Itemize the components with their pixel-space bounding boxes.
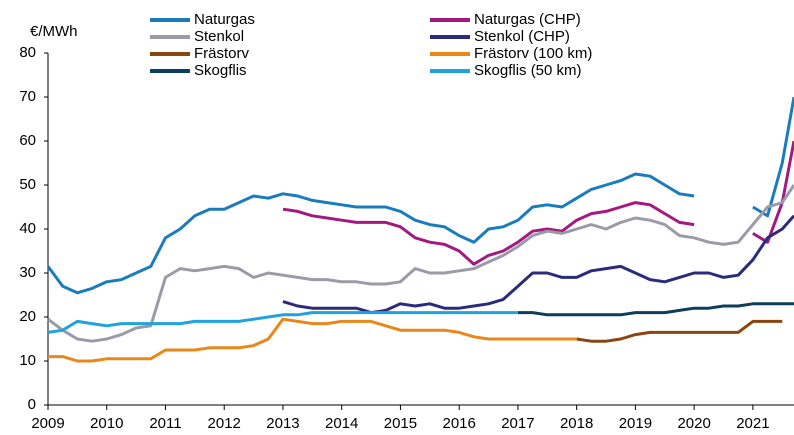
x-tick-label: 2018	[560, 415, 593, 432]
series-line	[47, 184, 794, 343]
y-tick-label: 20	[19, 308, 36, 325]
y-tick-label: 70	[19, 88, 36, 105]
x-tick-label: 2010	[90, 415, 123, 432]
series-line	[576, 319, 783, 343]
x-tick-label: 2016	[442, 415, 475, 432]
legend-label: Skogflis (50 km)	[474, 62, 582, 79]
legend-label: Stenkol (CHP)	[474, 28, 570, 45]
x-tick-label: 2011	[149, 415, 181, 432]
legend-label: Naturgas	[194, 11, 255, 28]
x-tick-label: 2015	[384, 415, 417, 432]
y-tick-label: 10	[19, 352, 36, 369]
x-tick-label: 2009	[31, 415, 64, 432]
legend-label: Skogflis	[194, 62, 247, 79]
series-line	[517, 302, 794, 317]
series-line	[46, 96, 794, 295]
legend-label: Naturgas (CHP)	[474, 11, 581, 28]
x-tick-label: 2014	[325, 415, 358, 432]
x-tick-label: 2017	[501, 415, 534, 432]
y-tick-label: 60	[19, 132, 36, 149]
series-line	[282, 140, 794, 266]
y-tick-label: 30	[19, 264, 36, 281]
legend-label: Frästorv	[194, 45, 250, 62]
x-tick-label: 2013	[266, 415, 299, 432]
x-tick-label: 2021	[736, 415, 769, 432]
x-tick-label: 2020	[677, 415, 710, 432]
x-tick-label: 2012	[208, 415, 241, 432]
series-line	[47, 311, 518, 334]
y-tick-label: 80	[19, 44, 36, 61]
y-axis-label: €/MWh	[30, 23, 78, 40]
y-tick-label: 40	[19, 220, 36, 237]
legend-label: Stenkol	[194, 28, 244, 45]
series-line	[48, 317, 577, 363]
y-tick-label: 0	[28, 396, 36, 413]
legend-label: Frästorv (100 km)	[474, 45, 592, 62]
y-tick-label: 50	[19, 176, 36, 193]
x-tick-label: 2019	[619, 415, 652, 432]
